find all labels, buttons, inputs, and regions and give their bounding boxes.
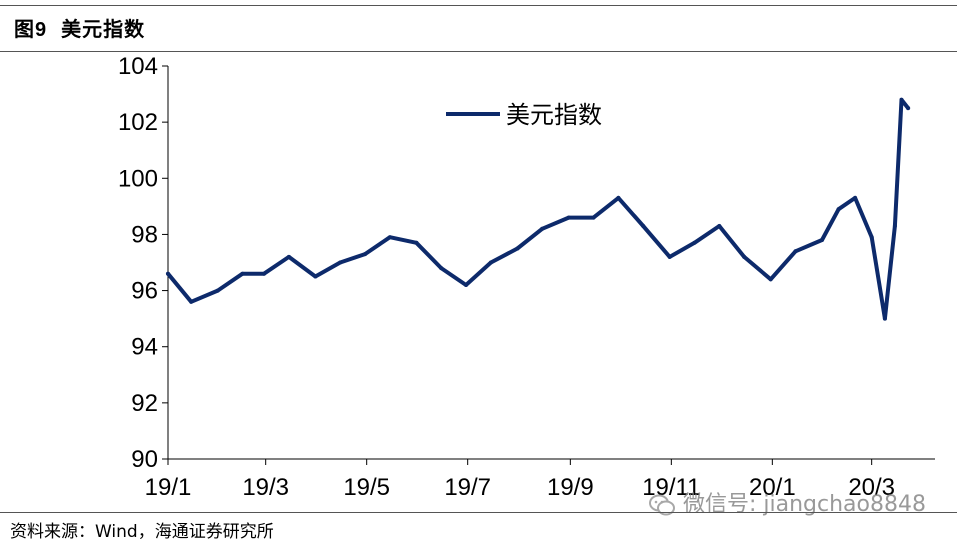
data-point [906, 106, 911, 111]
data-point [836, 207, 841, 212]
figure-number: 图9 [14, 19, 48, 41]
data-point [591, 215, 596, 220]
legend-label: 美元指数 [506, 101, 602, 129]
data-point [853, 195, 858, 200]
y-axis-ticks: 90 92 94 96 98 100 102 104 [118, 53, 168, 473]
line-chart: 90 92 94 96 98 100 102 104 19/1 19/3 19/5 19/7 19/9… [118, 53, 935, 501]
x-tick-label: 19/9 [547, 474, 594, 501]
bottom-rule [0, 512, 957, 513]
watermark-text: 微信号: jiangchao8848 [683, 492, 926, 517]
x-tick-label: 20/1 [749, 474, 796, 501]
y-tick-label: 94 [131, 334, 158, 361]
data-point [742, 254, 747, 259]
data-point [262, 271, 266, 276]
x-axis-ticks: 19/1 19/3 19/5 19/7 19/9 19/11 20/1 20/3 [145, 459, 895, 501]
y-tick-label: 92 [131, 390, 158, 417]
y-tick-label: 98 [131, 221, 158, 248]
x-tick-label: 19/11 [642, 474, 700, 501]
data-point [899, 97, 904, 102]
wechat-icon [649, 494, 675, 516]
data-point [439, 266, 444, 271]
data-point [464, 283, 468, 287]
data-point [566, 215, 571, 220]
data-point [215, 288, 220, 293]
figure-title: 图9 美元指数 [14, 13, 145, 42]
data-point [667, 254, 672, 259]
data-point [882, 316, 887, 321]
y-tick-label: 100 [118, 165, 158, 192]
legend: 美元指数 [446, 101, 602, 129]
data-point [387, 235, 392, 240]
top-rule [0, 5, 957, 6]
x-tick-label: 19/7 [444, 474, 491, 501]
data-point [240, 271, 245, 276]
y-tick-label: 90 [131, 446, 158, 473]
x-tick-label: 19/3 [242, 474, 289, 501]
data-point [363, 252, 367, 257]
data-point [166, 271, 170, 276]
y-tick-label: 96 [131, 278, 158, 305]
figure-title-text: 美元指数 [61, 17, 146, 41]
data-point [869, 235, 874, 240]
data-point [286, 254, 291, 259]
x-tick-label: 19/5 [343, 474, 390, 501]
data-point [616, 195, 621, 200]
data-point [768, 277, 773, 282]
y-tick-label: 104 [118, 53, 158, 80]
data-point [540, 226, 545, 231]
data-point [515, 246, 520, 251]
wechat-watermark: 微信号: jiangchao8848 [648, 486, 926, 518]
title-rule [0, 51, 957, 52]
data-point [414, 240, 419, 245]
x-tick-label: 19/1 [145, 474, 192, 501]
series-layer [166, 97, 911, 321]
data-point [820, 238, 824, 242]
data-point [717, 224, 722, 228]
source-note: 资料来源：Wind，海通证券研究所 [10, 522, 274, 542]
series-line [166, 97, 911, 321]
y-tick-label: 102 [118, 109, 158, 136]
chart-axes [167, 66, 935, 460]
x-tick-label: 20/3 [848, 474, 895, 501]
data-point [488, 260, 493, 265]
data-point [892, 224, 897, 228]
data-point [313, 274, 318, 279]
data-point [692, 240, 697, 245]
data-point [641, 224, 646, 228]
data-point [793, 249, 798, 254]
data-point [338, 260, 343, 265]
data-point [189, 299, 194, 304]
